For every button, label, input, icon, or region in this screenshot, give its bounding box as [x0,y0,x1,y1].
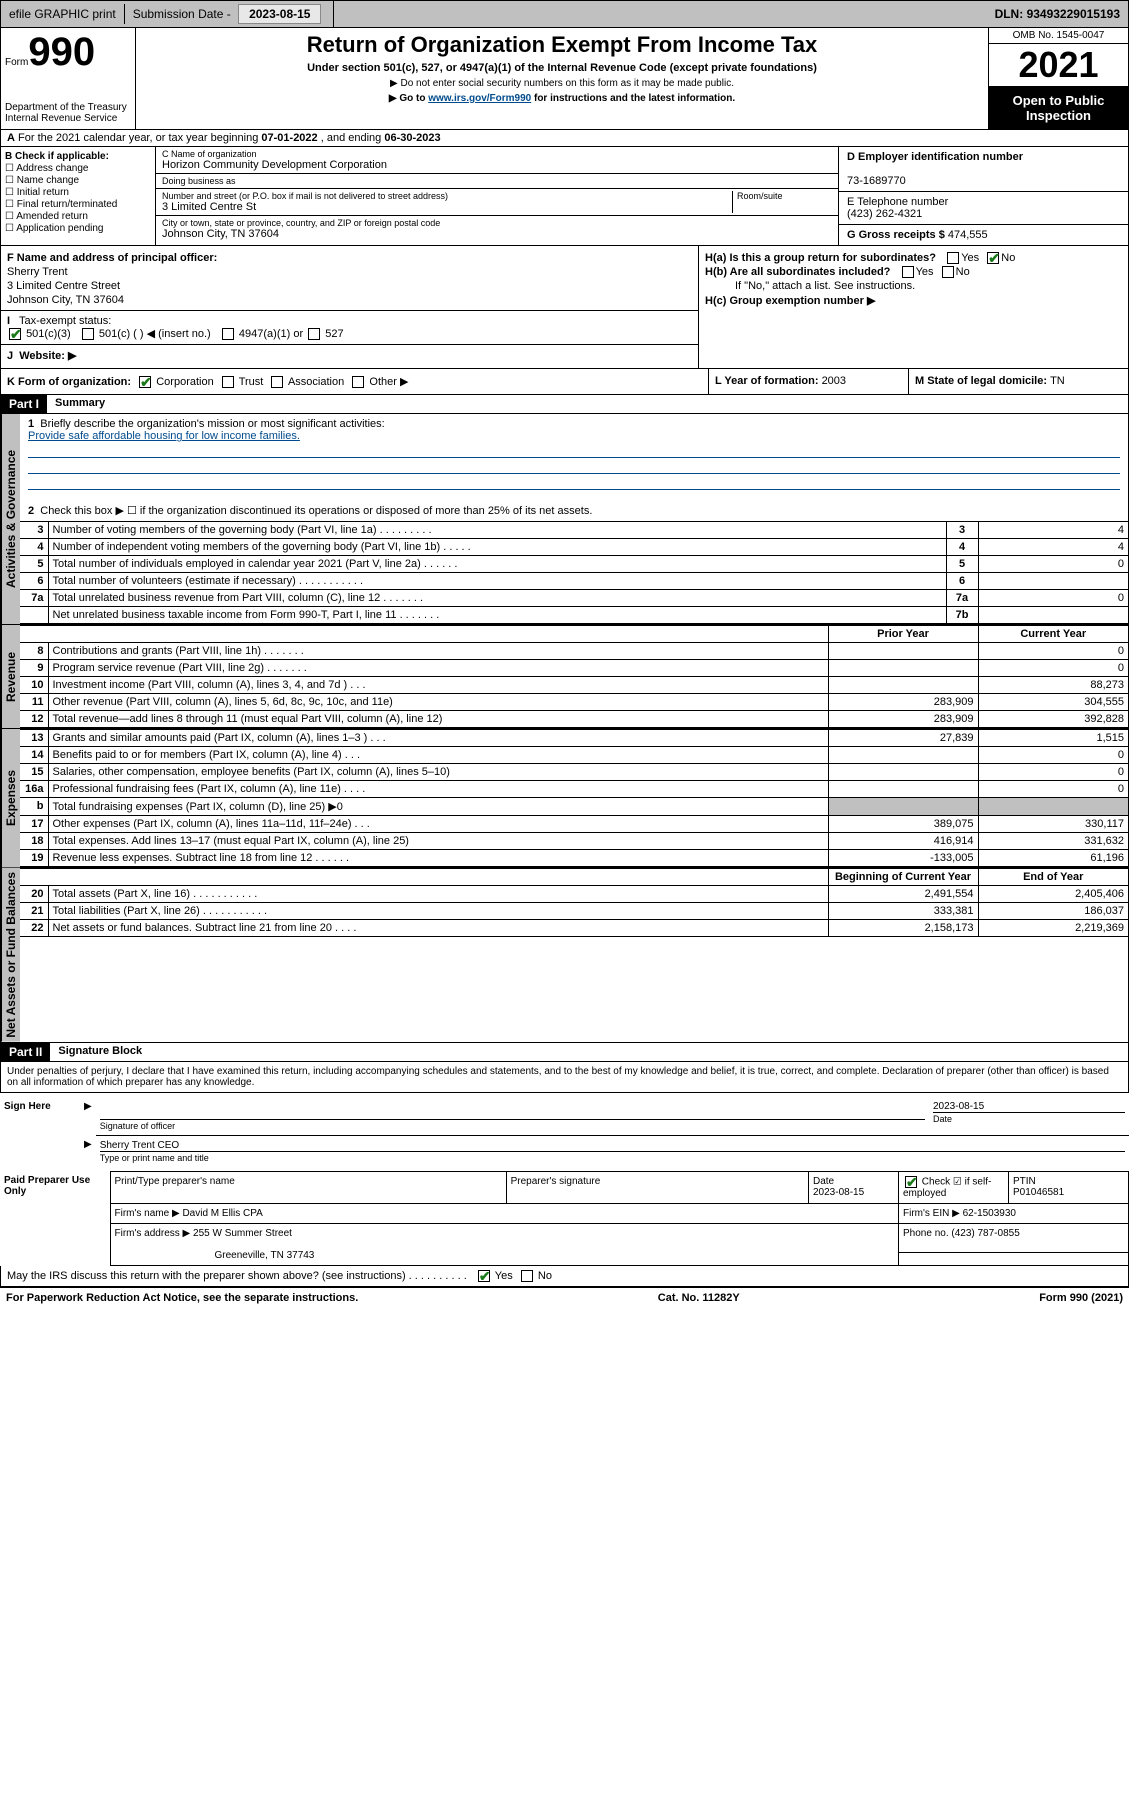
open-to-public: Open to Public Inspection [989,87,1128,129]
header-right: OMB No. 1545-0047 2021 Open to Public In… [988,28,1128,129]
chk-4947[interactable] [222,328,234,340]
officer-block: F Name and address of principal officer:… [0,246,1129,369]
table-row: 10Investment income (Part VIII, column (… [20,677,1128,694]
table-row: 4Number of independent voting members of… [20,539,1128,556]
table-row: 6Total number of volunteers (estimate if… [20,573,1128,590]
gross-receipts: 474,555 [948,229,988,241]
firm-name: David M Ellis CPA [182,1208,262,1219]
table-row: 21Total liabilities (Part X, line 26) . … [20,903,1128,920]
mission-text[interactable]: Provide safe affordable housing for low … [28,430,300,442]
exp-table: 13Grants and similar amounts paid (Part … [20,729,1128,867]
table-row: 20Total assets (Part X, line 16) . . . .… [20,886,1128,903]
chk-self-employed[interactable] [905,1176,917,1188]
chk-other[interactable] [352,376,364,388]
state-domicile: TN [1050,375,1065,387]
submission-date-button[interactable]: 2023-08-15 [238,4,321,24]
chk-association[interactable] [271,376,283,388]
efile-label: efile GRAPHIC print [1,4,125,24]
section-expenses: Expenses 13Grants and similar amounts pa… [0,729,1129,868]
discuss-row: May the IRS discuss this return with the… [0,1266,1129,1287]
section-revenue: Revenue Prior YearCurrent Year 8Contribu… [0,625,1129,729]
table-row: 3Number of voting members of the governi… [20,522,1128,539]
tab-expenses: Expenses [1,729,20,867]
chk-501c[interactable] [82,328,94,340]
table-row: 7aTotal unrelated business revenue from … [20,590,1128,607]
officer-signature-name: Sherry Trent CEO [100,1140,1125,1151]
table-row: 19Revenue less expenses. Subtract line 1… [20,850,1128,867]
table-row: 8Contributions and grants (Part VIII, li… [20,643,1128,660]
hb-yes[interactable] [902,266,914,278]
dln: DLN: 93493229015193 [987,4,1128,24]
ha-no[interactable] [987,252,999,264]
chk-final-return[interactable]: Final return/terminated [5,199,151,210]
sign-here-table: Sign Here ▶ Signature of officer 2023-08… [0,1097,1129,1167]
signature-declaration: Under penalties of perjury, I declare th… [0,1062,1129,1093]
table-row: 18Total expenses. Add lines 13–17 (must … [20,833,1128,850]
city-state-zip: Johnson City, TN 37604 [162,228,832,240]
hb-no[interactable] [942,266,954,278]
table-row: 13Grants and similar amounts paid (Part … [20,730,1128,747]
section-net-assets: Net Assets or Fund Balances Beginning of… [0,868,1129,1043]
street-address: 3 Limited Centre St [162,201,732,213]
telephone: (423) 262-4321 [847,208,922,220]
table-row: 9Program service revenue (Part VIII, lin… [20,660,1128,677]
table-row: 22Net assets or fund balances. Subtract … [20,920,1128,937]
page-footer: For Paperwork Reduction Act Notice, see … [0,1287,1129,1308]
chk-trust[interactable] [222,376,234,388]
form-header: Form990 Department of the Treasury Inter… [0,28,1129,130]
preparer-phone: (423) 787-0855 [951,1228,1019,1239]
officer-name: Sherry Trent [7,266,692,278]
tax-year: 2021 [989,44,1128,87]
ptin: P01046581 [1013,1187,1064,1198]
ha-yes[interactable] [947,252,959,264]
chk-application-pending[interactable]: Application pending [5,223,151,234]
part-1-header: Part I Summary [0,395,1129,414]
header-left: Form990 Department of the Treasury Inter… [1,28,136,129]
section-c: C Name of organization Horizon Community… [156,147,838,245]
gov-table: 3Number of voting members of the governi… [20,521,1128,624]
rev-table: Prior YearCurrent Year 8Contributions an… [20,625,1128,728]
topbar: efile GRAPHIC print Submission Date - 20… [0,0,1129,28]
section-governance: Activities & Governance 1 Briefly descri… [0,414,1129,625]
firm-ein: 62-1503930 [963,1208,1016,1219]
discuss-no[interactable] [521,1270,533,1282]
table-row: 17Other expenses (Part IX, column (A), l… [20,816,1128,833]
table-row: Net unrelated business taxable income fr… [20,607,1128,624]
chk-address-change[interactable]: Address change [5,163,151,174]
chk-name-change[interactable]: Name change [5,175,151,186]
year-formation: 2003 [822,375,846,387]
tab-revenue: Revenue [1,625,20,728]
paid-preparer-table: Paid Preparer Use Only Print/Type prepar… [0,1171,1129,1266]
table-row: 16aProfessional fundraising fees (Part I… [20,781,1128,798]
chk-527[interactable] [308,328,320,340]
section-de: D Employer identification number 73-1689… [838,147,1128,245]
chk-initial-return[interactable]: Initial return [5,187,151,198]
row-a-tax-year: A For the 2021 calendar year, or tax yea… [0,130,1129,147]
table-row: 15Salaries, other compensation, employee… [20,764,1128,781]
chk-amended-return[interactable]: Amended return [5,211,151,222]
tab-governance: Activities & Governance [1,414,20,624]
row-k: K Form of organization: Corporation Trus… [0,369,1129,395]
table-row: 14Benefits paid to or for members (Part … [20,747,1128,764]
discuss-yes[interactable] [478,1270,490,1282]
submission-date: Submission Date - 2023-08-15 [125,1,335,27]
org-name: Horizon Community Development Corporatio… [162,159,832,171]
table-row: 12Total revenue—add lines 8 through 11 (… [20,711,1128,728]
chk-501c3[interactable] [9,328,21,340]
header-title-block: Return of Organization Exempt From Incom… [136,28,988,129]
table-row: bTotal fundraising expenses (Part IX, co… [20,798,1128,816]
chk-corporation[interactable] [139,376,151,388]
tab-net-assets: Net Assets or Fund Balances [1,868,20,1042]
net-table: Beginning of Current YearEnd of Year 20T… [20,868,1128,937]
form-title: Return of Organization Exempt From Incom… [144,32,980,58]
instructions-link[interactable]: www.irs.gov/Form990 [428,93,531,104]
ein: 73-1689770 [847,175,906,187]
table-row: 5Total number of individuals employed in… [20,556,1128,573]
identity-block: B Check if applicable: Address change Na… [0,147,1129,246]
part-2-header: Part II Signature Block [0,1043,1129,1062]
table-row: 11Other revenue (Part VIII, column (A), … [20,694,1128,711]
section-b-checkboxes: B Check if applicable: Address change Na… [1,147,156,245]
